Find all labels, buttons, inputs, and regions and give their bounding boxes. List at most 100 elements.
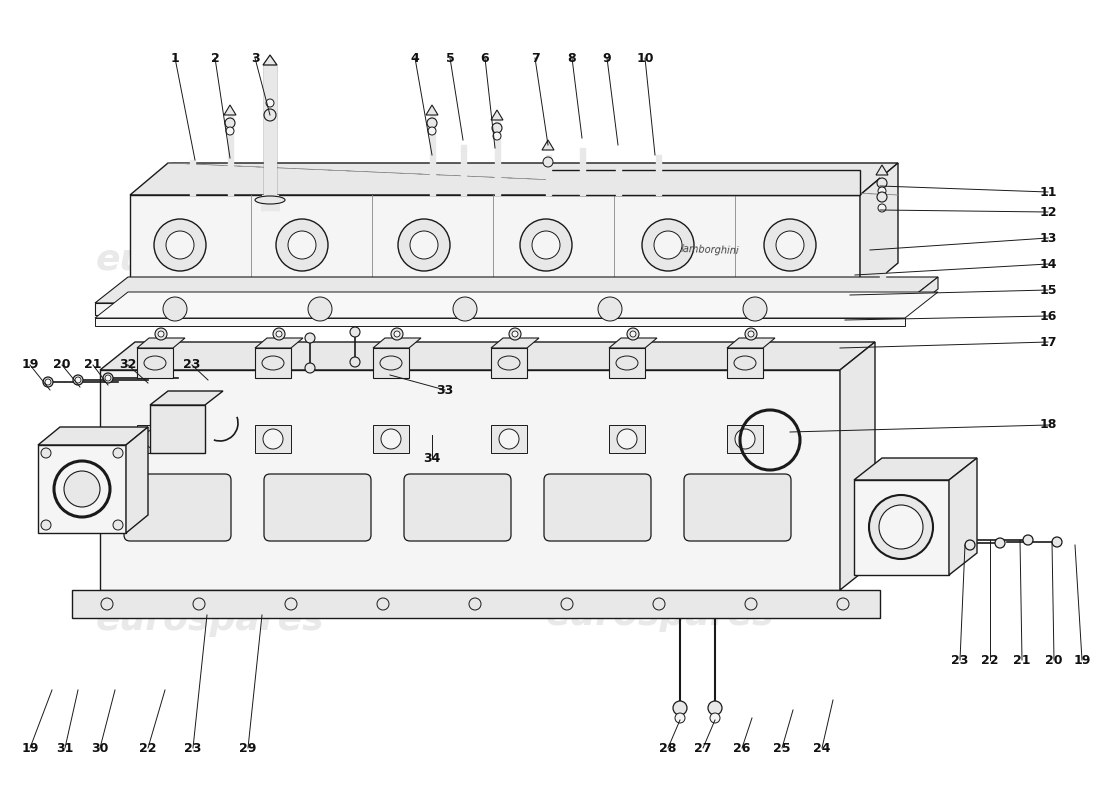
Circle shape: [103, 373, 113, 383]
Polygon shape: [39, 427, 148, 445]
Text: 28: 28: [659, 742, 676, 754]
Text: 23: 23: [952, 654, 969, 666]
Circle shape: [73, 375, 82, 385]
FancyBboxPatch shape: [544, 474, 651, 541]
Circle shape: [410, 231, 438, 259]
Text: 5: 5: [446, 51, 454, 65]
Polygon shape: [609, 338, 657, 348]
Circle shape: [965, 540, 975, 550]
Circle shape: [996, 538, 1005, 548]
Text: 2: 2: [210, 51, 219, 65]
Circle shape: [154, 219, 206, 271]
Circle shape: [520, 219, 572, 271]
Polygon shape: [373, 338, 421, 348]
Circle shape: [163, 297, 187, 321]
Circle shape: [748, 331, 754, 337]
Circle shape: [877, 192, 887, 202]
Circle shape: [288, 231, 316, 259]
Circle shape: [266, 99, 274, 107]
Circle shape: [879, 505, 923, 549]
Circle shape: [627, 328, 639, 340]
Text: 21: 21: [85, 358, 101, 371]
Text: 15: 15: [1040, 283, 1057, 297]
Polygon shape: [130, 163, 898, 195]
Text: eurospares: eurospares: [546, 598, 774, 632]
Polygon shape: [609, 348, 645, 378]
Text: 17: 17: [1040, 335, 1057, 349]
Polygon shape: [100, 342, 875, 370]
Circle shape: [398, 219, 450, 271]
Polygon shape: [263, 55, 277, 65]
Circle shape: [878, 204, 886, 212]
Polygon shape: [95, 292, 938, 318]
Text: eurospares: eurospares: [96, 603, 324, 637]
Text: 11: 11: [1040, 186, 1057, 198]
Polygon shape: [542, 140, 554, 150]
Circle shape: [394, 331, 400, 337]
Circle shape: [45, 379, 51, 385]
Circle shape: [263, 429, 283, 449]
Text: lamborghini: lamborghini: [681, 244, 739, 256]
Circle shape: [390, 328, 403, 340]
Circle shape: [776, 231, 804, 259]
Circle shape: [654, 231, 682, 259]
Circle shape: [305, 363, 315, 373]
Text: 10: 10: [636, 51, 653, 65]
Circle shape: [158, 331, 164, 337]
Polygon shape: [72, 590, 880, 618]
Ellipse shape: [262, 356, 284, 370]
Polygon shape: [550, 170, 860, 195]
Text: 7: 7: [530, 51, 539, 65]
Circle shape: [192, 598, 205, 610]
Polygon shape: [39, 445, 126, 533]
Circle shape: [708, 701, 722, 715]
FancyBboxPatch shape: [264, 474, 371, 541]
Polygon shape: [255, 338, 302, 348]
Text: 30: 30: [91, 742, 109, 754]
Circle shape: [381, 429, 402, 449]
Text: 26: 26: [734, 742, 750, 754]
Polygon shape: [727, 338, 776, 348]
FancyBboxPatch shape: [404, 474, 512, 541]
Polygon shape: [126, 427, 148, 533]
Circle shape: [166, 231, 194, 259]
Polygon shape: [138, 348, 173, 378]
Circle shape: [350, 357, 360, 367]
Polygon shape: [95, 318, 905, 326]
Polygon shape: [150, 405, 205, 453]
Polygon shape: [100, 370, 840, 590]
Circle shape: [104, 375, 111, 381]
Circle shape: [675, 713, 685, 723]
Circle shape: [509, 328, 521, 340]
Circle shape: [673, 701, 688, 715]
Circle shape: [308, 297, 332, 321]
Text: 13: 13: [1040, 231, 1057, 245]
Text: 33: 33: [437, 383, 453, 397]
Circle shape: [145, 429, 165, 449]
Circle shape: [492, 123, 502, 133]
Text: 32: 32: [119, 358, 136, 371]
Circle shape: [276, 331, 282, 337]
Circle shape: [532, 231, 560, 259]
Circle shape: [155, 328, 167, 340]
Polygon shape: [860, 163, 898, 295]
Circle shape: [273, 328, 285, 340]
Text: 8: 8: [568, 51, 576, 65]
Ellipse shape: [379, 356, 401, 370]
Circle shape: [869, 495, 933, 559]
Text: 31: 31: [56, 742, 74, 754]
Polygon shape: [854, 458, 977, 480]
Circle shape: [264, 109, 276, 121]
Polygon shape: [255, 348, 292, 378]
Ellipse shape: [144, 356, 166, 370]
Circle shape: [350, 327, 360, 337]
Text: 1: 1: [170, 51, 179, 65]
Circle shape: [561, 598, 573, 610]
Circle shape: [745, 328, 757, 340]
Text: 4: 4: [410, 51, 419, 65]
Polygon shape: [840, 342, 874, 590]
Polygon shape: [373, 348, 409, 378]
Circle shape: [64, 471, 100, 507]
Text: 25: 25: [773, 742, 791, 754]
Ellipse shape: [616, 356, 638, 370]
